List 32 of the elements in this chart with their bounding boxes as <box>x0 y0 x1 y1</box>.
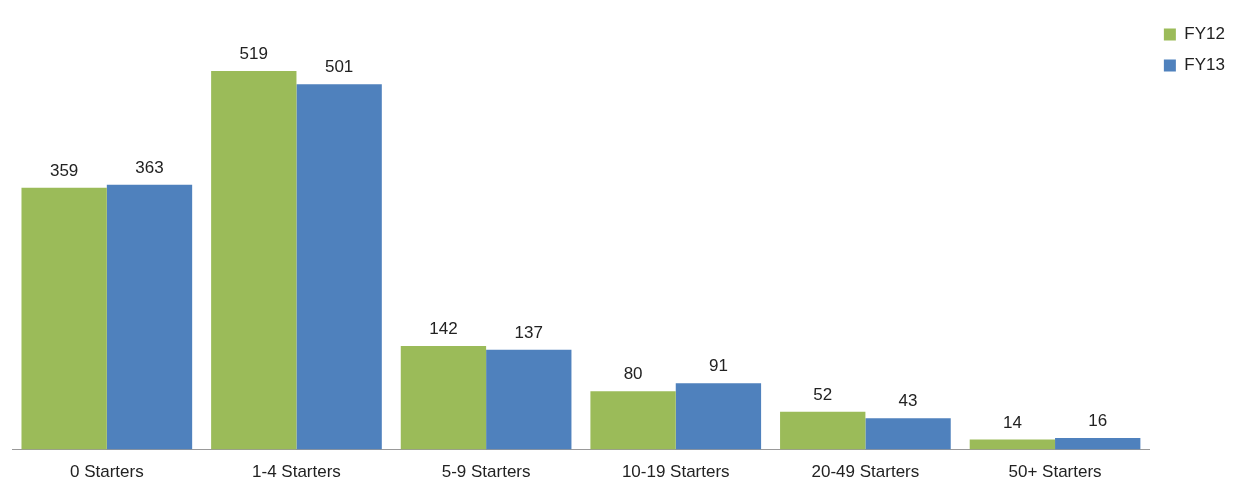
x-tick-label: 20-49 Starters <box>811 462 920 482</box>
bar <box>969 439 1056 450</box>
data-label: 52 <box>813 384 833 404</box>
data-label: 363 <box>135 158 164 178</box>
data-label: 501 <box>324 57 354 77</box>
data-label: 91 <box>708 356 728 376</box>
x-tick-label: 5-9 Starters <box>441 462 531 482</box>
data-label: 142 <box>429 319 458 339</box>
data-label: 16 <box>1088 411 1108 431</box>
bar <box>21 187 107 450</box>
bar <box>106 184 193 450</box>
data-label: 359 <box>49 160 79 180</box>
data-label: 80 <box>623 364 643 384</box>
x-tick-label: 50+ Starters <box>1008 462 1102 482</box>
bar <box>211 71 297 450</box>
bar <box>780 411 866 450</box>
bar <box>296 84 382 450</box>
legend-label: FY12 <box>1184 24 1226 44</box>
data-label: 519 <box>239 44 268 64</box>
bar <box>400 346 487 450</box>
x-tick-label: 0 Starters <box>69 462 144 482</box>
data-label: 14 <box>1002 412 1022 432</box>
bar <box>486 349 572 450</box>
legend-label: FY13 <box>1184 55 1226 75</box>
bar <box>675 383 762 450</box>
bar <box>1055 437 1141 450</box>
x-tick-label: 10-19 Starters <box>621 462 730 482</box>
x-tick-label: 1-4 Starters <box>252 462 341 482</box>
bar <box>590 391 676 450</box>
bar <box>865 418 951 450</box>
data-label: 43 <box>898 391 918 411</box>
data-label: 137 <box>514 322 543 342</box>
